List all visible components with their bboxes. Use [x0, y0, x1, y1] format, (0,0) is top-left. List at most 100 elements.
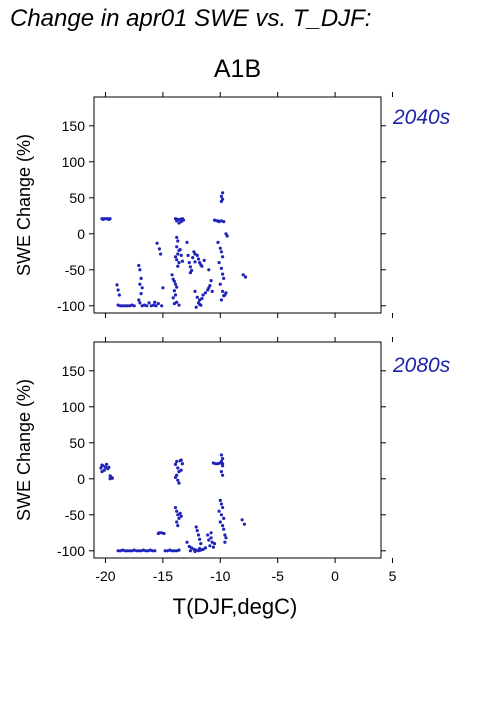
data-point	[121, 304, 125, 308]
data-point	[172, 279, 176, 283]
data-point	[219, 250, 223, 254]
data-point	[160, 304, 164, 308]
data-point	[150, 549, 155, 553]
data-point	[221, 457, 225, 461]
data-point	[240, 518, 244, 522]
data-point	[176, 513, 180, 517]
data-point	[221, 473, 225, 477]
data-point	[193, 549, 197, 554]
data-point	[198, 298, 202, 302]
figure-title: Change in apr01 SWE vs. T_DJF:	[10, 5, 372, 32]
data-point	[211, 545, 215, 549]
data-point	[178, 511, 182, 515]
data-point	[194, 525, 198, 529]
data-point	[176, 217, 180, 221]
data-point	[138, 282, 142, 286]
data-point	[221, 289, 225, 293]
data-point	[103, 465, 108, 469]
data-point	[175, 235, 179, 239]
data-point	[219, 199, 223, 203]
data-point	[145, 304, 149, 308]
y-tick-label: -100	[57, 543, 85, 559]
data-point	[219, 298, 223, 302]
data-point	[207, 268, 211, 272]
data-point	[175, 285, 179, 289]
data-point	[199, 542, 203, 546]
data-point	[173, 282, 178, 286]
data-point	[188, 271, 192, 275]
data-point	[170, 273, 174, 277]
data-point	[181, 218, 186, 222]
y-tick-label: -100	[57, 298, 85, 314]
data-point	[217, 261, 221, 265]
data-point	[195, 295, 199, 299]
data-point	[161, 286, 165, 290]
data-point	[125, 304, 129, 308]
data-point	[209, 536, 213, 540]
data-point	[177, 481, 181, 485]
y-tick-label: -50	[65, 507, 85, 523]
data-point	[198, 537, 202, 541]
data-point	[188, 265, 192, 269]
data-point	[175, 520, 179, 524]
data-point	[223, 533, 227, 537]
data-point	[106, 217, 110, 221]
period-label-2040s: 2040s	[393, 106, 451, 129]
y-tick-label: 50	[69, 435, 85, 451]
data-point	[153, 300, 157, 304]
scenario-title: A1B	[213, 55, 262, 83]
data-point	[172, 302, 176, 306]
data-point	[224, 291, 228, 295]
data-point	[209, 531, 213, 535]
data-point	[221, 506, 225, 510]
data-point	[193, 289, 197, 293]
data-point	[193, 252, 197, 256]
data-point	[116, 549, 120, 553]
x-tick-label: -5	[271, 568, 284, 584]
data-point	[176, 466, 180, 470]
data-point	[177, 548, 181, 552]
data-point	[102, 468, 106, 472]
y-tick-label: -50	[65, 262, 85, 278]
data-point	[176, 524, 180, 528]
y-tick-label: 100	[62, 399, 86, 415]
data-point	[219, 194, 223, 198]
data-point	[177, 303, 181, 307]
panel-2040s: -100 -50 0 50 100 150 SWE Change (%)	[14, 92, 393, 318]
data-point	[173, 506, 178, 510]
data-point	[139, 276, 143, 280]
data-point	[219, 502, 223, 506]
data-point	[99, 466, 103, 470]
data-point	[219, 459, 223, 464]
data-point	[218, 520, 222, 524]
y-tick-label: 0	[77, 226, 85, 242]
data-point	[222, 516, 226, 521]
x-tick-label: 0	[331, 568, 339, 584]
x-tick-label: -20	[95, 568, 115, 584]
plot-frame	[93, 341, 382, 559]
data-point	[178, 248, 182, 252]
data-point	[187, 261, 191, 265]
data-point	[203, 546, 207, 550]
data-point	[137, 549, 141, 553]
x-tick-label: -15	[153, 568, 173, 584]
data-point	[132, 304, 136, 308]
data-point	[140, 286, 144, 290]
data-point	[188, 549, 192, 553]
data-point	[177, 261, 181, 265]
data-point	[193, 260, 197, 264]
data-point	[219, 453, 223, 457]
data-point	[175, 258, 179, 262]
data-point	[175, 509, 179, 513]
data-point	[116, 288, 120, 292]
data-point	[176, 264, 180, 268]
data-point	[219, 513, 223, 517]
data-point	[198, 547, 202, 551]
data-point	[202, 258, 206, 262]
data-point	[176, 478, 180, 482]
data-point	[176, 252, 180, 256]
data-point	[224, 536, 228, 540]
data-point	[100, 470, 104, 474]
data-point	[195, 529, 199, 533]
data-point	[210, 540, 214, 544]
